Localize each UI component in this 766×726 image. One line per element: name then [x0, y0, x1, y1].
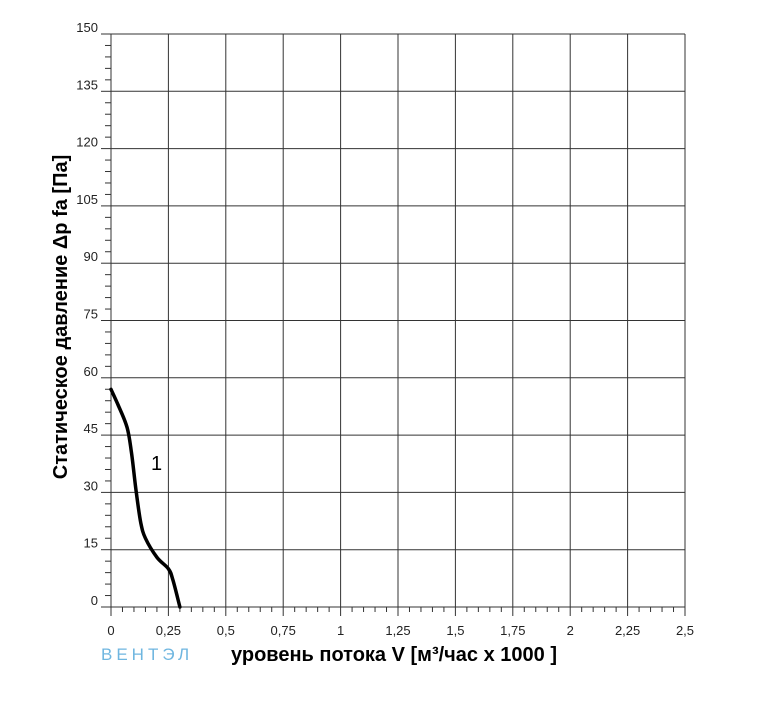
y-tick-label: 60 [84, 364, 98, 379]
x-tick-label: 0,25 [156, 623, 181, 638]
y-tick-label: 150 [76, 20, 98, 35]
x-tick-label: 0 [107, 623, 114, 638]
x-tick-label: 2,25 [615, 623, 640, 638]
y-tick-label: 75 [84, 307, 98, 322]
x-tick-label: 1,75 [500, 623, 525, 638]
series-label-1: 1 [151, 453, 162, 475]
grid [110, 33, 686, 608]
y-tick-label: 45 [84, 421, 98, 436]
y-tick-label: 120 [76, 135, 98, 150]
x-axis-title: уровень потока V [м³/час x 1000 ] [231, 644, 557, 666]
y-tick-label: 105 [76, 192, 98, 207]
y-tick-label: 15 [84, 536, 98, 551]
axis-ticks [101, 33, 686, 616]
tick-labels: 0 15 30 45 60 75 90 105 120 135 150 0 0,25 0,5 0,75 1 1,… [76, 20, 694, 638]
series-layer [109, 387, 182, 609]
y-tick-label: 135 [76, 77, 98, 92]
y-tick-label: 30 [84, 478, 98, 493]
x-tick-label: 1,25 [385, 623, 410, 638]
series-line-1 [109, 387, 182, 609]
y-tick-label: 90 [84, 249, 98, 264]
y-axis-title: Статическое давление Δp fa [Па] [50, 155, 72, 479]
x-tick-label: 2 [567, 623, 574, 638]
x-tick-label: 1,5 [446, 623, 464, 638]
x-tick-label: 0,75 [271, 623, 296, 638]
watermark: ВЕНТЭЛ [101, 645, 193, 664]
x-tick-label: 1 [337, 623, 344, 638]
x-tick-label: 2,5 [676, 623, 694, 638]
y-tick-label: 0 [91, 593, 98, 608]
x-tick-label: 0,5 [217, 623, 235, 638]
